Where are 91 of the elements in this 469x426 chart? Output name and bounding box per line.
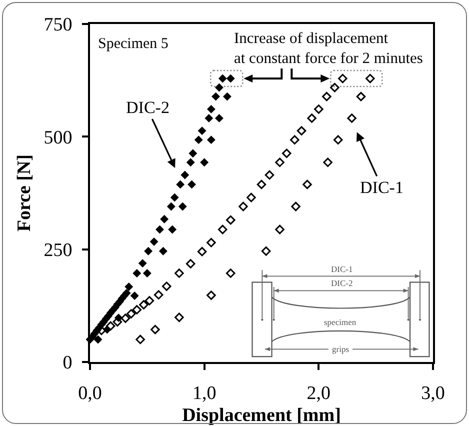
point	[144, 296, 154, 306]
point	[238, 202, 248, 212]
point	[356, 92, 366, 102]
point	[214, 114, 224, 122]
point	[226, 215, 236, 225]
point	[174, 312, 184, 322]
point	[130, 292, 139, 300]
x-axis-title: Displacement [mm]	[182, 405, 341, 426]
point	[226, 268, 236, 278]
point	[162, 282, 172, 291]
y-tick-label: 500	[44, 127, 72, 148]
point	[282, 148, 292, 158]
point	[323, 158, 332, 167]
annotation: specimen	[324, 317, 357, 327]
point	[126, 309, 136, 318]
point	[307, 114, 316, 123]
annotation: DIC-1	[331, 264, 353, 274]
point	[302, 180, 312, 190]
point	[132, 268, 142, 278]
point	[214, 83, 224, 92]
point	[186, 259, 196, 268]
point	[174, 268, 184, 278]
point	[198, 126, 206, 136]
annotation: Increase of displacement at constant force for 2 minutes	[234, 30, 423, 68]
point	[200, 158, 209, 167]
x-tick-label: 1,0	[192, 382, 216, 404]
point	[296, 126, 306, 136]
point	[291, 202, 300, 212]
point	[365, 74, 375, 84]
point	[138, 259, 147, 268]
point	[166, 202, 176, 211]
point	[275, 224, 284, 234]
point	[168, 225, 177, 234]
point	[154, 290, 164, 300]
point	[136, 334, 145, 344]
point	[206, 290, 216, 300]
point	[330, 82, 340, 92]
point	[347, 114, 356, 123]
point	[120, 314, 130, 323]
point	[290, 135, 300, 144]
point	[261, 246, 271, 256]
point	[132, 305, 142, 314]
point	[218, 224, 228, 234]
point	[314, 104, 324, 114]
point	[156, 225, 164, 234]
point	[188, 180, 196, 189]
point	[150, 324, 160, 334]
x-tick-label: 3,0	[421, 382, 445, 404]
point	[275, 158, 284, 167]
point	[180, 170, 190, 180]
point	[158, 246, 168, 256]
series-label: DIC-1	[360, 178, 404, 197]
point	[206, 136, 216, 144]
point	[142, 268, 152, 278]
point	[106, 321, 116, 331]
point	[222, 92, 232, 101]
annotation: DIC-2	[331, 278, 353, 288]
point	[150, 237, 158, 246]
point	[178, 202, 187, 211]
point	[188, 149, 198, 158]
point	[112, 317, 122, 327]
x-tick-label: 0,0	[78, 382, 102, 404]
point	[122, 288, 131, 298]
point	[197, 246, 207, 256]
point	[256, 180, 266, 190]
series-label: DIC-2	[126, 98, 170, 117]
point	[246, 192, 256, 202]
point	[144, 246, 153, 256]
annotation: Specimen 5	[98, 36, 168, 52]
y-tick-label: 250	[44, 240, 72, 261]
point	[176, 180, 185, 189]
point	[206, 238, 216, 248]
y-axis-title: Force [N]	[14, 154, 36, 232]
point	[94, 335, 102, 344]
x-tick-label: 2,0	[306, 382, 331, 404]
point	[206, 104, 216, 114]
point	[204, 114, 214, 122]
y-tick-label: 0	[62, 352, 72, 374]
point	[186, 158, 195, 167]
point	[139, 300, 148, 310]
point	[333, 135, 343, 144]
point	[212, 92, 220, 101]
point	[160, 214, 169, 224]
point	[264, 170, 274, 180]
annotation: grips	[332, 344, 349, 354]
point	[124, 282, 134, 291]
point	[194, 136, 203, 144]
y-tick-label: 750	[44, 14, 72, 36]
point	[170, 193, 179, 202]
point	[322, 92, 332, 102]
point	[338, 74, 348, 84]
